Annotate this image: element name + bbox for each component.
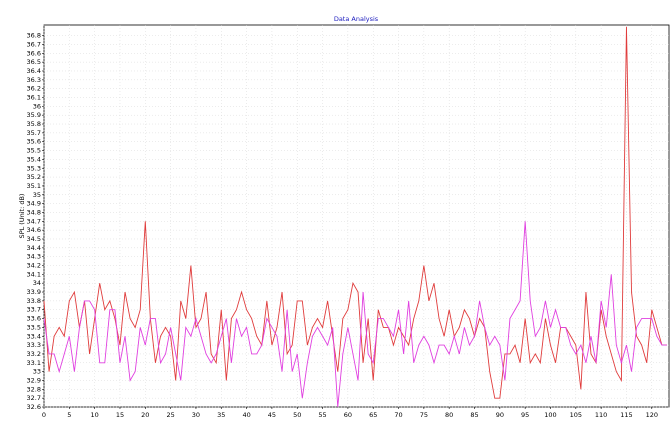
y-tick-label: 34: [33, 279, 41, 287]
y-tick-label: 35.7: [27, 129, 41, 137]
y-tick-label: 34.7: [27, 217, 41, 225]
x-tick-label: 60: [344, 411, 352, 419]
y-tick-label: 35.3: [27, 164, 41, 172]
y-tick-label: 35.1: [27, 182, 41, 190]
x-tick-label: 75: [420, 411, 428, 419]
x-tick-label: 20: [141, 411, 149, 419]
x-tick-label: 70: [394, 411, 402, 419]
x-tick-label: 55: [318, 411, 326, 419]
y-tick-label: 33.2: [27, 350, 41, 358]
x-tick-label: 80: [445, 411, 453, 419]
y-tick-label: 32.9: [27, 376, 41, 384]
y-tick-label: 35.6: [27, 138, 41, 146]
x-tick-label: 30: [192, 411, 200, 419]
x-tick-label: 40: [242, 411, 250, 419]
x-tick-label: 120: [646, 411, 658, 419]
chart-title: Data Analysis: [334, 15, 379, 23]
y-tick-label: 35.4: [27, 155, 41, 163]
y-tick-label: 33.7: [27, 306, 41, 314]
y-tick-label: 33.3: [27, 341, 41, 349]
x-tick-label: 85: [470, 411, 478, 419]
y-tick-label: 35: [33, 191, 41, 199]
y-tick-label: 33.5: [27, 323, 41, 331]
x-tick-label: 95: [521, 411, 529, 419]
x-tick-label: 100: [544, 411, 556, 419]
y-tick-label: 36.4: [27, 67, 41, 75]
x-tick-label: 35: [217, 411, 225, 419]
y-tick-label: 34.1: [27, 270, 41, 278]
y-tick-label: 32.8: [27, 385, 41, 393]
y-tick-label: 35.5: [27, 147, 41, 155]
y-tick-label: 33.8: [27, 297, 41, 305]
y-tick-label: 33: [33, 368, 41, 376]
y-tick-label: 34.5: [27, 235, 41, 243]
x-tick-label: 65: [369, 411, 377, 419]
y-tick-label: 36.2: [27, 85, 41, 93]
x-tick-label: 25: [166, 411, 174, 419]
x-tick-label: 110: [595, 411, 607, 419]
y-tick-label: 36.6: [27, 49, 41, 57]
y-tick-label: 36.5: [27, 58, 41, 66]
y-tick-label: 34.3: [27, 253, 41, 261]
y-tick-label: 36.8: [27, 32, 41, 40]
y-tick-label: 34.8: [27, 208, 41, 216]
y-tick-label: 34.9: [27, 200, 41, 208]
x-tick-label: 10: [91, 411, 99, 419]
y-tick-label: 36: [33, 102, 41, 110]
x-tick-label: 15: [116, 411, 124, 419]
y-tick-label: 33.9: [27, 288, 41, 296]
y-tick-label: 33.1: [27, 359, 41, 367]
y-tick-label: 33.6: [27, 315, 41, 323]
y-tick-label: 34.2: [27, 262, 41, 270]
y-tick-label: 33.4: [27, 332, 41, 340]
y-tick-label: 34.4: [27, 244, 41, 252]
y-tick-label: 32.6: [27, 403, 41, 411]
y-tick-label: 36.3: [27, 76, 41, 84]
x-tick-label: 50: [293, 411, 301, 419]
y-tick-label: 36.1: [27, 94, 41, 102]
y-tick-label: 36.7: [27, 40, 41, 48]
x-tick-label: 115: [620, 411, 632, 419]
y-tick-label: 35.8: [27, 120, 41, 128]
data-line: [43, 221, 667, 408]
x-tick-label: 90: [496, 411, 504, 419]
x-tick-label: 0: [42, 411, 46, 419]
y-tick-label: 34.6: [27, 226, 41, 234]
y-tick-label: 32.7: [27, 394, 41, 402]
x-tick-label: 45: [268, 411, 276, 419]
y-tick-label: 35.9: [27, 111, 41, 119]
y-axis-label: SPL (Unit: dB): [18, 194, 26, 239]
x-tick-label: 5: [67, 411, 71, 419]
y-tick-label: 35.2: [27, 173, 41, 181]
x-tick-label: 105: [570, 411, 582, 419]
